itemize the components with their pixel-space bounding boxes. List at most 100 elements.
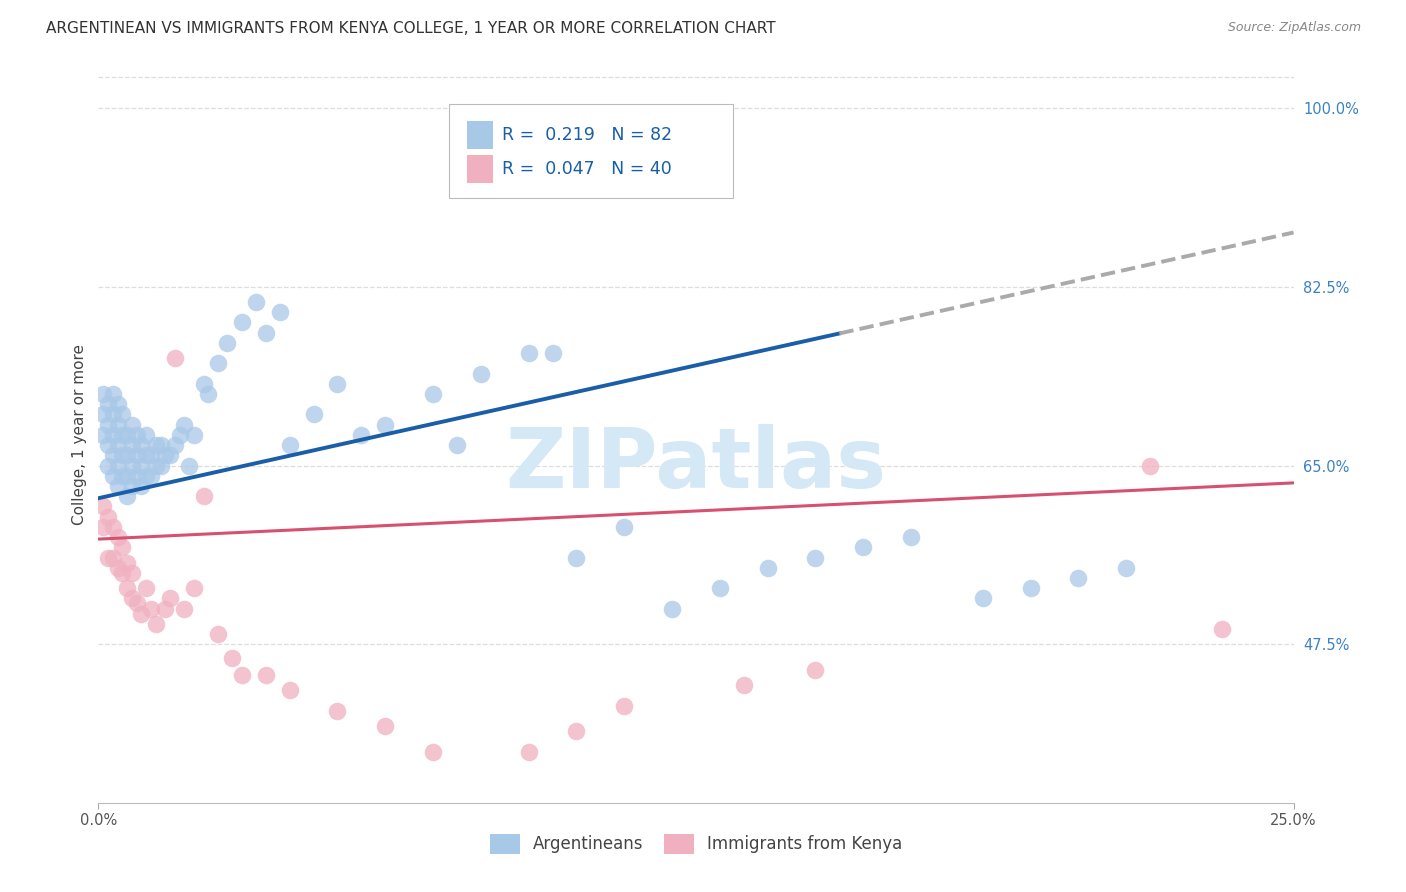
Point [852, 541, 875, 555]
Point [149, 438, 172, 452]
Point [613, 698, 636, 713]
Point [254, 326, 277, 340]
Point [231, 668, 253, 682]
Point [139, 468, 162, 483]
Text: Source: ZipAtlas.com: Source: ZipAtlas.com [1227, 21, 1361, 34]
Point [326, 704, 349, 718]
Point [135, 427, 157, 442]
FancyBboxPatch shape [449, 103, 733, 198]
Point [97, 397, 120, 411]
Point [101, 427, 124, 442]
Point [231, 315, 253, 329]
Point [470, 367, 492, 381]
Point [107, 397, 129, 411]
Point [139, 448, 162, 462]
Point [179, 458, 201, 473]
Point [101, 520, 124, 534]
Point [217, 335, 239, 350]
Point [111, 468, 134, 483]
Text: ZIPatlas: ZIPatlas [506, 424, 886, 505]
Point [221, 650, 243, 665]
Point [115, 581, 138, 595]
Point [111, 427, 134, 442]
Point [422, 745, 444, 759]
Point [121, 438, 143, 452]
Y-axis label: College, 1 year or more: College, 1 year or more [72, 344, 87, 525]
Point [254, 668, 277, 682]
Point [91, 387, 114, 401]
Point [1211, 622, 1233, 636]
Point [91, 500, 114, 514]
Point [155, 448, 177, 462]
Point [131, 607, 153, 621]
Point [900, 530, 922, 544]
Point [97, 550, 120, 565]
Point [972, 591, 994, 606]
Point [111, 408, 134, 422]
Point [613, 520, 636, 534]
Point [125, 468, 148, 483]
Point [107, 458, 129, 473]
Point [97, 458, 120, 473]
Point [1019, 581, 1042, 595]
Point [101, 387, 124, 401]
Point [139, 601, 162, 615]
Point [169, 427, 191, 442]
Point [115, 556, 138, 570]
Point [517, 346, 540, 360]
Point [135, 581, 157, 595]
Point [804, 663, 827, 677]
Point [125, 597, 148, 611]
Point [278, 683, 301, 698]
Point [101, 448, 124, 462]
Point [207, 356, 229, 370]
Point [111, 448, 134, 462]
Point [173, 601, 195, 615]
Point [163, 438, 186, 452]
Point [135, 468, 157, 483]
Text: ARGENTINEAN VS IMMIGRANTS FROM KENYA COLLEGE, 1 YEAR OR MORE CORRELATION CHART: ARGENTINEAN VS IMMIGRANTS FROM KENYA COL… [46, 21, 776, 36]
Point [131, 458, 153, 473]
Point [804, 550, 827, 565]
Point [1067, 571, 1090, 585]
Point [245, 295, 267, 310]
Point [302, 408, 325, 422]
Point [565, 550, 588, 565]
Point [159, 591, 181, 606]
Point [111, 541, 134, 555]
Point [193, 376, 215, 391]
Point [107, 479, 129, 493]
Point [207, 627, 229, 641]
Point [115, 427, 138, 442]
Point [121, 591, 143, 606]
Point [183, 427, 205, 442]
Point [115, 448, 138, 462]
Point [135, 448, 157, 462]
Text: R =  0.047   N = 40: R = 0.047 N = 40 [502, 161, 672, 178]
Point [183, 581, 205, 595]
Point [193, 489, 215, 503]
Point [107, 417, 129, 432]
Point [125, 427, 148, 442]
Point [269, 305, 291, 319]
Point [197, 387, 219, 401]
Point [446, 438, 468, 452]
Point [97, 438, 120, 452]
Point [97, 509, 120, 524]
Point [155, 601, 177, 615]
Point [145, 458, 167, 473]
Point [115, 468, 138, 483]
Point [278, 438, 301, 452]
Point [91, 427, 114, 442]
Point [111, 566, 134, 580]
Point [350, 427, 373, 442]
Point [159, 448, 181, 462]
Point [1139, 458, 1161, 473]
Point [91, 408, 114, 422]
Point [374, 719, 396, 733]
Point [685, 142, 707, 156]
Point [163, 351, 186, 366]
Point [541, 346, 564, 360]
Point [131, 438, 153, 452]
Point [149, 458, 172, 473]
